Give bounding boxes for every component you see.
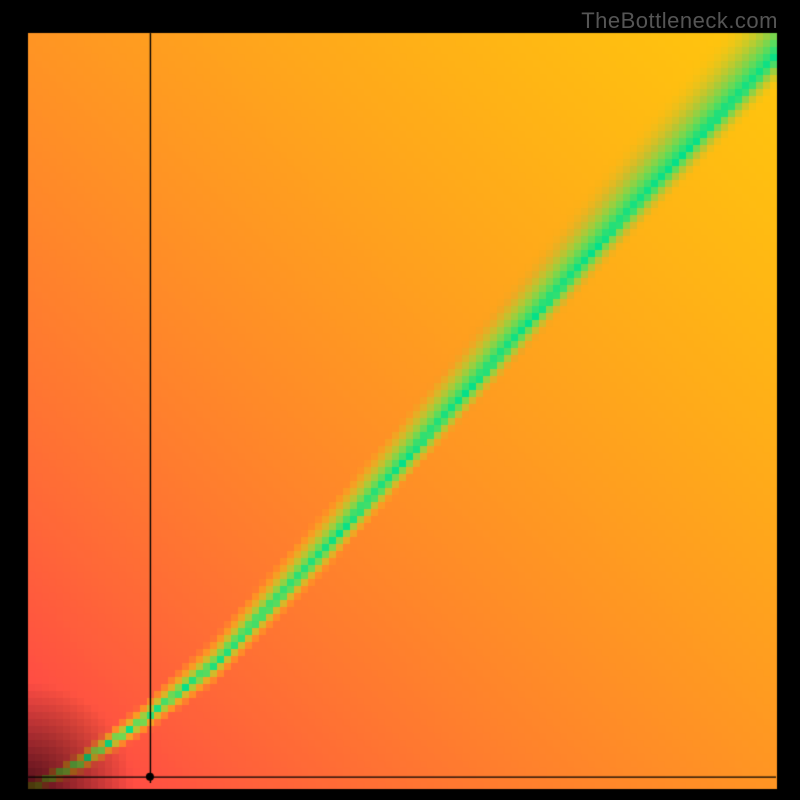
watermark-text: TheBottleneck.com bbox=[581, 8, 778, 34]
crosshair-overlay bbox=[0, 0, 800, 800]
chart-container: { "watermark": { "text": "TheBottleneck.… bbox=[0, 0, 800, 800]
